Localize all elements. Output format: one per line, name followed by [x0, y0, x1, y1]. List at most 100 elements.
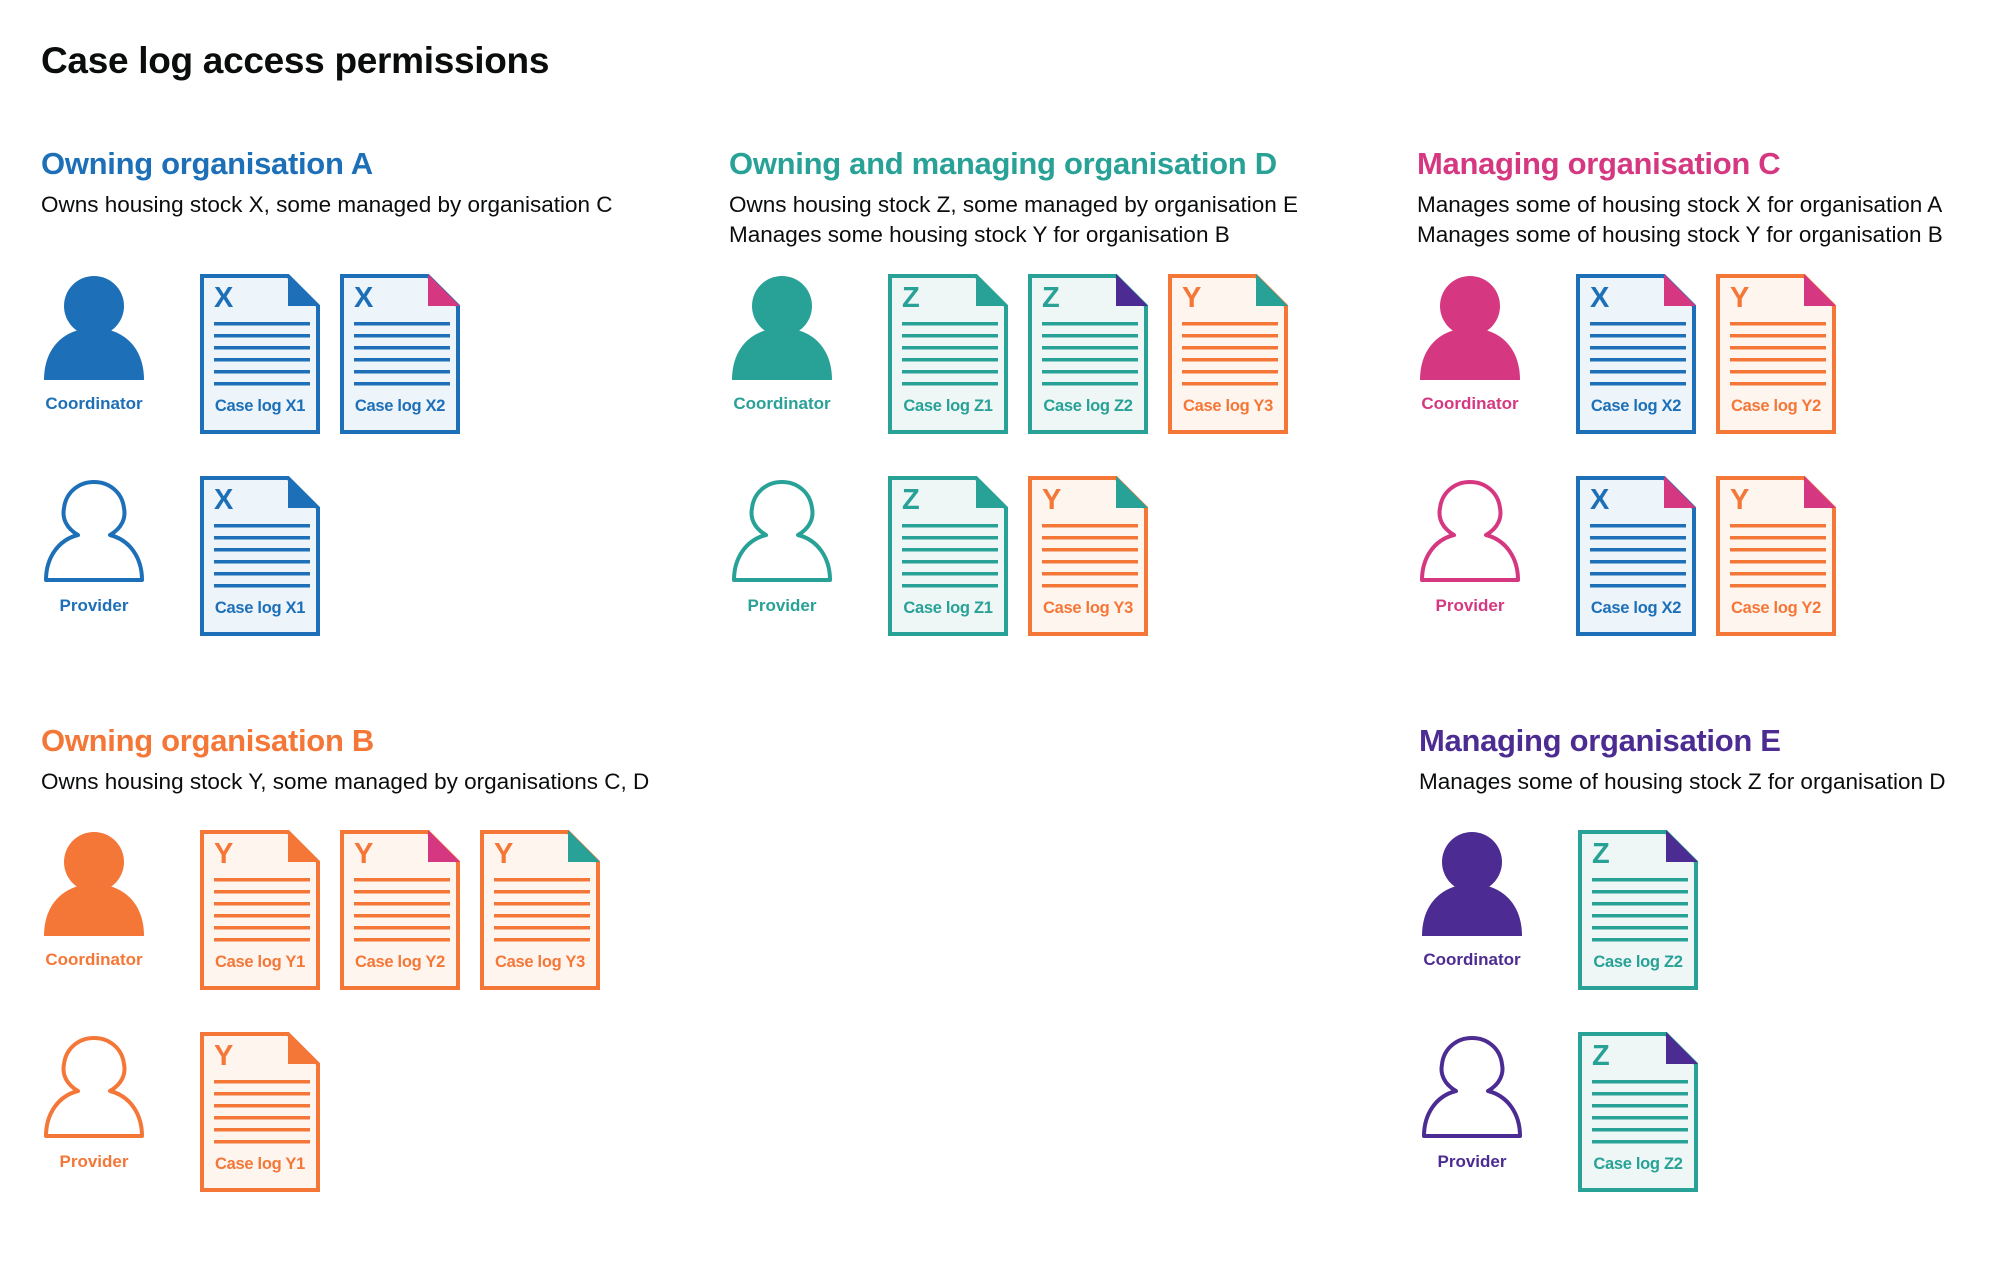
document-label: Case log Y2 [1731, 599, 1821, 617]
section-title: Owning and managing organisation D [729, 146, 1277, 181]
role-label: Provider [1435, 596, 1505, 615]
document-letter: Y [1730, 282, 1750, 314]
description-line: Manages some of housing stock Z for orga… [1419, 769, 1946, 794]
case-log-document: Y Case log Y2 [1716, 274, 1836, 434]
document-label: Case log Y3 [1183, 397, 1273, 415]
document-icon [200, 274, 320, 434]
case-log-document: Z Case log Z2 [1578, 830, 1698, 990]
document-letter: Z [1592, 1040, 1610, 1072]
document-icon [1716, 274, 1836, 434]
role-label: Provider [59, 1152, 129, 1171]
role-provider: Provider Z Case log Z1 Y Case log Y3 [729, 476, 1409, 646]
page-title: Case log access permissions [41, 40, 550, 81]
document-letter: Y [1042, 484, 1062, 516]
role-provider: Provider X Case log X2 Y Case log Y2 [1417, 476, 2000, 646]
person-filled-icon [1422, 832, 1522, 936]
description-line: Manages some housing stock Y for organis… [729, 222, 1230, 247]
role-coordinator: Coordinator X Case log X1 X Case log X2 [41, 274, 721, 444]
case-log-document: X Case log X2 [1576, 476, 1696, 636]
document-letter: X [1590, 484, 1610, 516]
document-icon [888, 274, 1008, 434]
role-label: Coordinator [733, 394, 831, 413]
person-filled-icon [44, 832, 144, 936]
document-letter: Y [494, 838, 514, 870]
document-letter: Z [902, 282, 920, 314]
document-icon [1168, 274, 1288, 434]
document-label: Case log X1 [214, 599, 306, 617]
case-log-document: Y Case log Y3 [1028, 476, 1148, 636]
case-log-document: X Case log X1 [200, 476, 320, 636]
document-label: Case log Y2 [1731, 397, 1821, 415]
document-icon [200, 1032, 320, 1192]
document-letter: Z [902, 484, 920, 516]
role-coordinator: Coordinator X Case log X2 Y Case log Y2 [1417, 274, 2000, 444]
case-log-document: Y Case log Y2 [340, 830, 460, 990]
role-label: Coordinator [45, 394, 143, 413]
document-icon [1028, 274, 1148, 434]
case-log-document: Z Case log Z2 [1028, 274, 1148, 434]
section-description: Owns housing stock Z, some managed by or… [729, 190, 1298, 250]
role-label: Coordinator [45, 950, 143, 969]
person-filled-icon [732, 276, 832, 380]
case-log-document: Y Case log Y3 [480, 830, 600, 990]
case-log-document: Z Case log Z2 [1578, 1032, 1698, 1192]
description-line: Owns housing stock Y, some managed by or… [41, 769, 650, 794]
role-coordinator: Coordinator Z Case log Z1 Z Case log Z2 Y Case… [729, 274, 1409, 444]
role-label: Provider [59, 596, 129, 615]
document-label: Case log Y1 [215, 953, 305, 971]
document-letter: X [354, 282, 374, 314]
role-label: Provider [1437, 1152, 1507, 1171]
description-line: Owns housing stock Z, some managed by or… [729, 192, 1299, 217]
section-description: Owns housing stock X, some managed by or… [41, 190, 613, 220]
section-description: Manages some of housing stock Z for orga… [1419, 767, 1946, 797]
section-title: Managing organisation C [1417, 146, 1781, 181]
case-log-document: X Case log X1 [200, 274, 320, 434]
document-icon [1578, 830, 1698, 990]
document-label: Case log Y3 [495, 953, 585, 971]
document-label: Case log Z1 [903, 397, 993, 415]
case-log-document: Y Case log Y3 [1168, 274, 1288, 434]
document-icon [200, 830, 320, 990]
case-log-document: X Case log X2 [340, 274, 460, 434]
document-icon [1576, 274, 1696, 434]
document-label: Case log Y3 [1043, 599, 1133, 617]
person-filled-icon [1420, 276, 1520, 380]
document-letter: Y [214, 838, 234, 870]
document-letter: Y [354, 838, 374, 870]
case-log-document: Z Case log Z1 [888, 274, 1008, 434]
document-label: Case log X2 [1590, 397, 1682, 415]
role-label: Coordinator [1421, 394, 1519, 413]
document-icon [1028, 476, 1148, 636]
role-label: Provider [747, 596, 817, 615]
person-outline-icon [1422, 1036, 1522, 1138]
person-outline-icon [44, 480, 144, 582]
section-title: Owning organisation A [41, 146, 373, 181]
document-label: Case log Y2 [355, 953, 445, 971]
document-icon [1576, 476, 1696, 636]
document-label: Case log Z1 [903, 599, 993, 617]
section-title: Owning organisation B [41, 723, 374, 758]
document-letter: Z [1042, 282, 1060, 314]
role-coordinator: Coordinator Y Case log Y1 Y Case log Y2 Y Case… [41, 830, 721, 1000]
document-letter: Y [1182, 282, 1202, 314]
document-label: Case log Y1 [215, 1155, 305, 1173]
role-provider: Provider Y Case log Y1 [41, 1032, 721, 1202]
document-letter: X [214, 484, 234, 516]
person-outline-icon [44, 1036, 144, 1138]
case-log-document: X Case log X2 [1576, 274, 1696, 434]
document-letter: Y [1730, 484, 1750, 516]
role-provider: Provider X Case log X1 [41, 476, 721, 646]
description-line: Manages some of housing stock Y for orga… [1417, 222, 1943, 247]
document-label: Case log Z2 [1593, 1155, 1683, 1173]
document-label: Case log Z2 [1043, 397, 1133, 415]
document-icon [340, 274, 460, 434]
case-log-document: Y Case log Y2 [1716, 476, 1836, 636]
document-label: Case log X2 [1590, 599, 1682, 617]
case-log-document: Y Case log Y1 [200, 830, 320, 990]
role-provider: Provider Z Case log Z2 [1419, 1032, 2000, 1202]
document-icon [1578, 1032, 1698, 1192]
document-icon [340, 830, 460, 990]
document-label: Case log Z2 [1593, 953, 1683, 971]
document-icon [1716, 476, 1836, 636]
document-letter: X [1590, 282, 1610, 314]
